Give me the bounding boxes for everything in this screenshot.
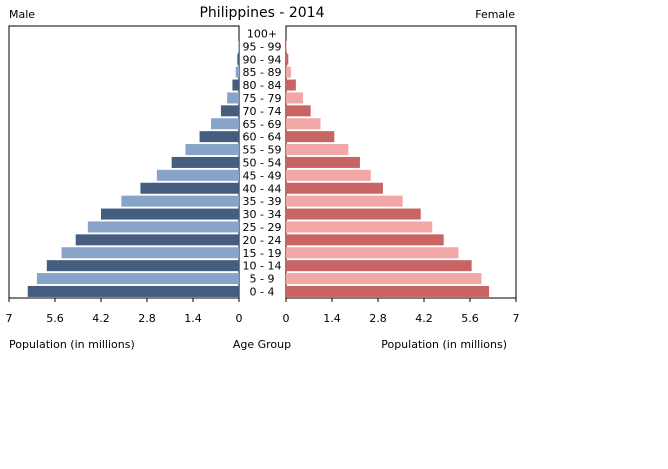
- male-x-axis-label: Population (in millions): [9, 338, 135, 351]
- female-bar: [286, 92, 304, 104]
- age-group-label: 45 - 49: [243, 169, 282, 182]
- female-bar: [286, 195, 403, 207]
- age-group-label: 95 - 99: [243, 40, 282, 53]
- male-bar: [121, 195, 239, 207]
- female-axis-ticks: 0 1.4 2.8 4.2 5.6 7: [283, 298, 520, 325]
- female-bar: [286, 66, 291, 78]
- female-bar: [286, 105, 311, 117]
- age-group-label: 100+: [247, 27, 277, 40]
- male-bar: [227, 92, 239, 104]
- male-tick-label: 1.4: [184, 312, 202, 325]
- female-tick-label: 4.2: [415, 312, 433, 325]
- chart-title: Philippines - 2014: [199, 5, 324, 21]
- female-bar: [286, 221, 433, 233]
- age-group-label: 80 - 84: [243, 79, 282, 92]
- female-label: Female: [475, 8, 515, 21]
- female-tick-label: 7: [513, 312, 520, 325]
- female-tick-label: 1.4: [323, 312, 341, 325]
- female-bar: [286, 208, 421, 220]
- male-bar: [211, 118, 239, 130]
- male-axis-ticks: 0 1.4 2.8 4.2 5.6 7: [6, 298, 243, 325]
- female-bar: [286, 156, 360, 168]
- age-group-label: 0 - 4: [250, 285, 275, 298]
- age-group-label: 30 - 34: [243, 208, 282, 221]
- male-bars: [27, 40, 240, 297]
- male-bar: [235, 66, 239, 78]
- male-label: Male: [9, 8, 35, 21]
- male-bar: [185, 144, 239, 156]
- age-group-label: 20 - 24: [243, 234, 282, 247]
- female-bar: [286, 131, 335, 143]
- male-bar: [238, 40, 239, 52]
- male-bar: [75, 234, 239, 246]
- age-group-label: 25 - 29: [243, 221, 282, 234]
- male-bar: [171, 156, 239, 168]
- female-bar: [286, 40, 287, 52]
- age-group-label: 50 - 54: [243, 156, 282, 169]
- male-bar: [87, 221, 239, 233]
- age-group-label: 90 - 94: [243, 53, 282, 66]
- female-bar: [286, 169, 371, 181]
- female-bar: [286, 53, 289, 65]
- age-group-label: 70 - 74: [243, 105, 282, 118]
- male-bar: [232, 79, 239, 91]
- female-bar: [286, 79, 296, 91]
- age-group-label: 15 - 19: [243, 247, 282, 260]
- female-bar: [286, 285, 490, 297]
- female-tick-label: 5.6: [461, 312, 479, 325]
- male-bar: [237, 53, 239, 65]
- male-bar: [101, 208, 239, 220]
- male-bar: [220, 105, 239, 117]
- female-tick-label: 0: [283, 312, 290, 325]
- male-tick-label: 4.2: [92, 312, 110, 325]
- female-bar: [286, 118, 321, 130]
- age-group-label: 65 - 69: [243, 118, 282, 131]
- male-tick-label: 2.8: [138, 312, 156, 325]
- male-tick-label: 5.6: [46, 312, 64, 325]
- female-tick-label: 2.8: [369, 312, 387, 325]
- female-bar: [286, 234, 444, 246]
- female-bar: [286, 144, 349, 156]
- male-tick-label: 0: [236, 312, 243, 325]
- male-bar: [156, 169, 239, 181]
- female-bar: [286, 260, 472, 272]
- male-bar: [27, 285, 239, 297]
- age-group-label: 35 - 39: [243, 195, 282, 208]
- female-x-axis-label: Population (in millions): [381, 338, 507, 351]
- age-group-label: 10 - 14: [243, 260, 282, 273]
- female-bar: [286, 247, 459, 259]
- age-group-label: 75 - 79: [243, 92, 282, 105]
- male-bar: [199, 131, 239, 143]
- age-group-label: 60 - 64: [243, 131, 282, 144]
- age-group-label: 85 - 89: [243, 66, 282, 79]
- female-bar: [286, 273, 482, 285]
- female-bars: [286, 40, 490, 297]
- male-bar: [61, 247, 240, 259]
- female-bar: [286, 182, 383, 194]
- male-bar: [140, 182, 239, 194]
- male-bar: [46, 260, 240, 272]
- age-group-label: 40 - 44: [243, 182, 282, 195]
- age-group-label: 55 - 59: [243, 144, 282, 157]
- male-tick-label: 7: [6, 312, 13, 325]
- age-group-label: 5 - 9: [250, 273, 275, 286]
- male-bar: [36, 273, 239, 285]
- age-group-axis-label: Age Group: [233, 338, 291, 351]
